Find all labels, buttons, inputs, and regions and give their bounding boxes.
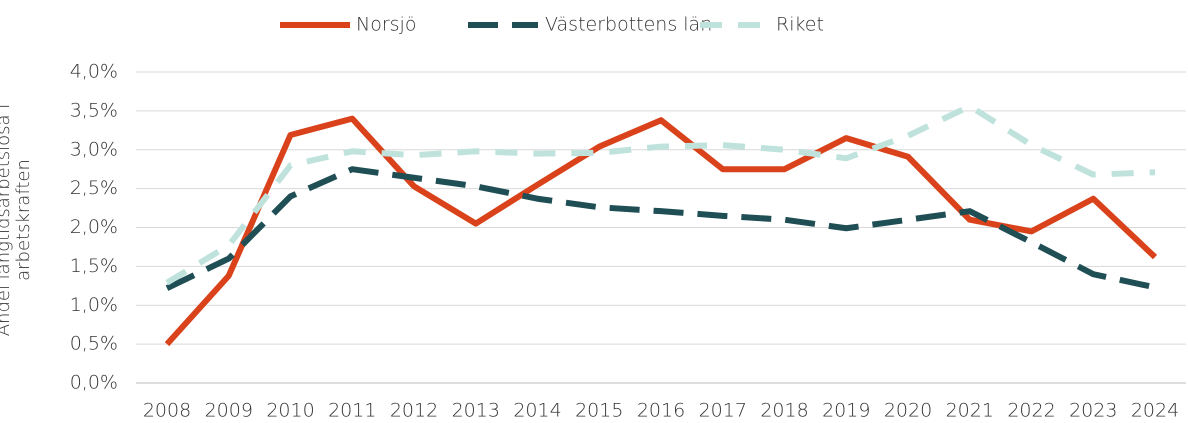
legend-label: Västerbottens län [545,14,712,36]
y-tick-label: 3,0% [70,138,118,160]
x-tick-label: 2012 [390,400,438,422]
x-tick-label: 2015 [575,400,623,422]
x-tick-label: 2024 [1131,400,1179,422]
x-tick-label: 2017 [699,400,747,422]
y-tick-label: 1,0% [70,294,118,316]
series-line [165,103,1156,286]
x-tick-label: 2020 [884,400,932,422]
x-tick-label: 2010 [266,400,314,422]
legend-label: Norsjö [356,14,416,36]
y-tick-label: 1,5% [70,255,118,277]
y-tick-label: 4,0% [70,61,118,83]
x-tick-label: 2021 [946,400,994,422]
y-axis-label: Andel långtidsarbetslösa i arbetskraften [0,104,34,337]
x-tick-label: 2011 [328,400,376,422]
x-tick-label: 2018 [760,400,808,422]
x-tick-label: 2014 [513,400,561,422]
x-tick-label: 2019 [822,400,870,422]
x-tick-label: 2013 [452,400,500,422]
y-tick-label: 0,5% [70,333,118,355]
x-tick-label: 2023 [1069,400,1117,422]
x-tick-label: 2016 [637,400,685,422]
y-tick-label: 3,5% [70,99,118,121]
x-tick-label: 2022 [1007,400,1055,422]
series-line [165,166,1156,291]
y-tick-label: 2,0% [70,216,118,238]
y-tick-label: 0,0% [70,372,118,394]
series-line [164,115,1158,347]
legend-label: Riket [776,14,824,36]
x-tick-label: 2008 [143,400,191,422]
x-tick-label: 2009 [205,400,253,422]
y-tick-label: 2,5% [70,177,118,199]
